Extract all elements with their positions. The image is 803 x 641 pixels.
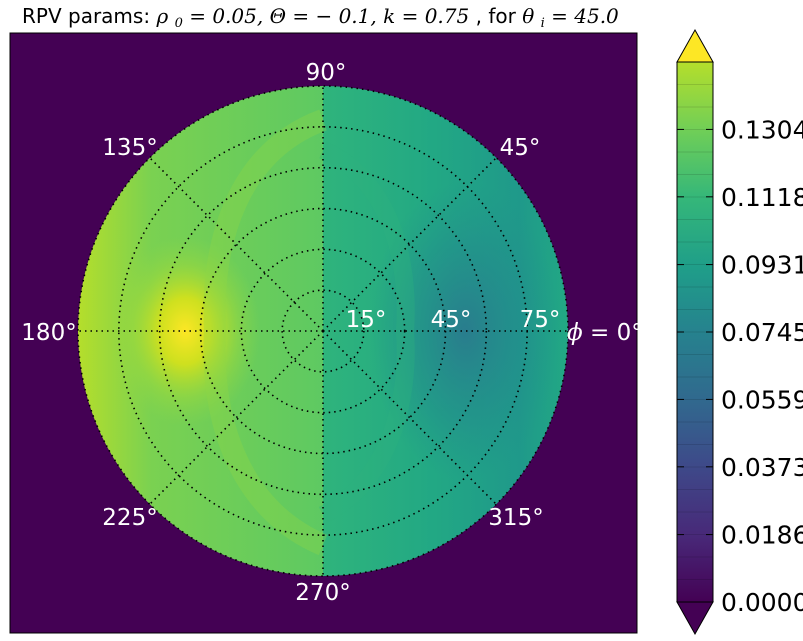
colorbar-tick-label: 0.0745 — [721, 318, 803, 347]
colorbar-tick-label: 0.0000 — [721, 588, 803, 617]
colorbar-extend-bottom — [676, 601, 714, 636]
colorbar-tick-label: 0.0186 — [721, 521, 803, 550]
colorbar-tick-label: 0.0559 — [721, 385, 803, 414]
colorbar-tick-label: 0.1304 — [721, 115, 803, 144]
field-contour-left — [203, 109, 328, 556]
azimuth-label-180: 180° — [21, 320, 76, 346]
polar-grid — [77, 85, 569, 577]
radial-label-45: 45° — [431, 307, 472, 333]
azimuth-label-315: 315° — [488, 505, 543, 531]
grid-spoke-225 — [149, 330, 324, 505]
azimuth-label-90: 90° — [306, 60, 347, 86]
colorbar-extend-top — [676, 28, 714, 63]
radial-label-15: 15° — [346, 307, 387, 333]
azimuth-label-135: 135° — [102, 135, 157, 161]
colorbar-tick-label: 0.1118 — [721, 183, 803, 212]
azimuth-label-45: 45° — [500, 135, 541, 161]
grid-spoke-45 — [322, 157, 497, 332]
colorbar-tick-label: 0.0931 — [721, 251, 803, 280]
grid-ring-15 — [281, 289, 365, 373]
colorbar-tick-label: 0.0373 — [721, 453, 803, 482]
colorbar: 0.1304 0.1118 0.0931 0.0745 0.0559 0.0373 0.01… — [676, 28, 803, 636]
chart-title: RPV params: ρ 0 = 0.05, Θ = − 0.1, k = 0… — [22, 4, 619, 32]
azimuth-label-0: ϕ = 0° — [567, 320, 643, 346]
grid-spoke-315 — [322, 330, 497, 505]
colorbar-ticks: 0.1304 0.1118 0.0931 0.0745 0.0559 0.0373 0.01… — [677, 115, 803, 617]
grid-ring-30 — [240, 248, 406, 414]
radial-label-75: 75° — [520, 307, 561, 333]
azimuth-label-270: 270° — [295, 580, 350, 606]
polar-labels: 90° 45° 135° 180° 225° 270° 315° ϕ = 0° … — [21, 60, 642, 606]
grid-ring-90 — [77, 85, 569, 577]
grid-ring-60 — [158, 166, 488, 496]
grid-spoke-135 — [149, 157, 324, 332]
azimuth-label-225: 225° — [102, 505, 157, 531]
